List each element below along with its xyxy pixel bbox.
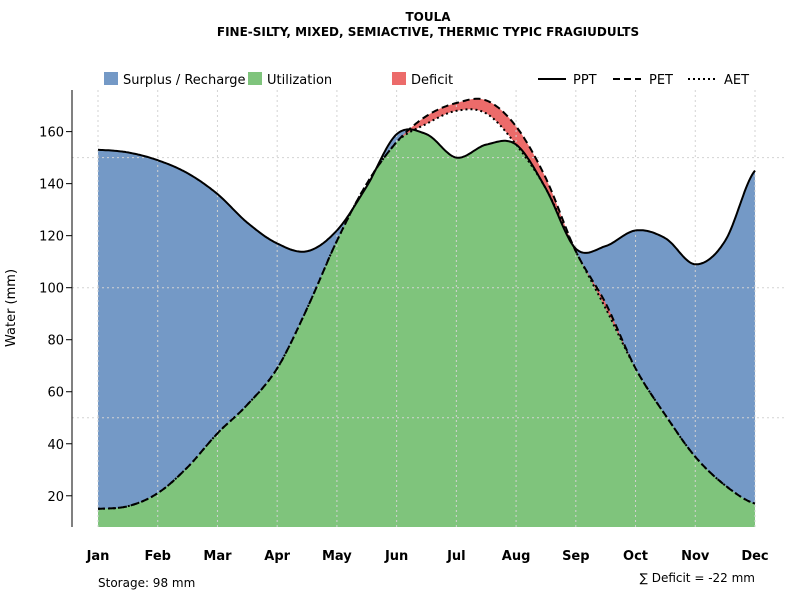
x-tick-label-oct: Oct [623, 549, 648, 564]
x-tick-label-sep: Sep [562, 549, 590, 564]
legend-swatch-surplus [104, 72, 118, 85]
plot-area: 20 40 60 80 100 120 140 160 Jan Feb Mar Apr May Jun Ju… [39, 90, 785, 564]
legend-swatch-deficit [392, 72, 406, 85]
y-tick-label: 20 [47, 490, 64, 505]
area-utilization [98, 130, 755, 527]
series-line-ppt [97, 128, 756, 266]
storage-label: Storage: 98 mm [98, 576, 195, 590]
legend: Surplus / Recharge Utilization Deficit P… [104, 72, 749, 88]
deficit-total-label: ∑ Deficit = -22 mm [640, 571, 755, 585]
x-tick-label-aug: Aug [502, 549, 531, 564]
y-tick-label: 60 [47, 386, 64, 401]
legend-label-surplus: Surplus / Recharge [123, 73, 246, 88]
legend-label-aet: AET [724, 73, 749, 88]
legend-swatch-utilization [248, 72, 262, 85]
chart-subtitle: FINE-SILTY, MIXED, SEMIACTIVE, THERMIC T… [217, 25, 639, 39]
x-tick-label-feb: Feb [144, 549, 170, 564]
y-tick-label: 120 [39, 230, 64, 245]
legend-label-pet: PET [649, 73, 673, 88]
legend-label-deficit: Deficit [411, 73, 453, 88]
y-tick-label: 80 [47, 334, 64, 349]
legend-label-ppt: PPT [573, 73, 597, 88]
y-tick-label: 160 [39, 126, 64, 141]
legend-label-utilization: Utilization [267, 73, 332, 88]
y-tick-label: 140 [39, 178, 64, 193]
x-tick-label-dec: Dec [741, 549, 768, 564]
y-axis-label: Water (mm) [4, 269, 19, 347]
x-tick-label-apr: Apr [264, 549, 290, 564]
y-tick-label: 100 [39, 282, 64, 297]
x-tick-label-jul: Jul [446, 549, 466, 564]
x-tick-label-nov: Nov [681, 549, 710, 564]
x-tick-label-may: May [322, 549, 352, 564]
series-line-pet [97, 97, 756, 510]
x-tick-label-mar: Mar [203, 549, 232, 564]
x-tick-label-jan: Jan [86, 549, 110, 564]
y-tick-label: 40 [47, 438, 64, 453]
x-tick-label-jun: Jun [384, 549, 408, 564]
chart-title: TOULA [405, 10, 451, 24]
